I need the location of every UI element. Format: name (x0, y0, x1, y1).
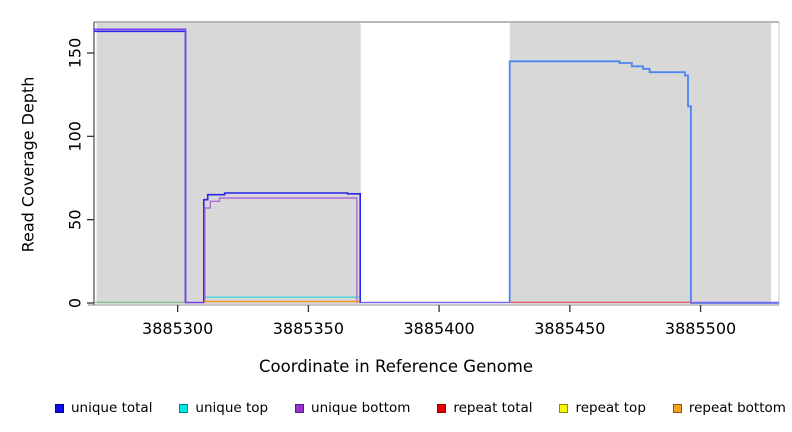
legend-label: repeat bottom (688, 400, 786, 416)
legend-label: repeat top (575, 400, 646, 416)
repeat-bottom-swatch-icon (672, 403, 682, 413)
x-tick-label: 3885350 (273, 319, 344, 338)
legend-label: unique bottom (311, 400, 411, 416)
x-axis-title: Coordinate in Reference Genome (258, 357, 534, 376)
x-tick-label: 3885450 (534, 319, 605, 338)
x-tick-label: 3885300 (142, 319, 213, 338)
legend-item-unique-top: unique top (179, 400, 268, 416)
coverage-line-unique-bottom (204, 197, 358, 303)
plot-legend: unique total unique top unique bottom re… (55, 398, 786, 418)
y-tick-label: 100 (66, 121, 85, 152)
legend-item-repeat-total: repeat total (437, 400, 533, 416)
coverage-line-unique-bottom (94, 28, 204, 304)
unique-bottom-swatch-icon (295, 403, 305, 413)
y-tick-label: 150 (66, 38, 85, 69)
unique-top-swatch-icon (179, 403, 189, 413)
legend-item-repeat-bottom: repeat bottom (672, 400, 786, 416)
legend-label: repeat total (453, 400, 533, 416)
legend-item-unique-total: unique total (55, 400, 152, 416)
x-tick-label: 3885400 (403, 319, 474, 338)
coverage-line-unique-total (508, 60, 779, 304)
legend-label: unique top (195, 400, 269, 416)
repeat-top-swatch-icon (559, 403, 569, 413)
repeat-total-swatch-icon (437, 403, 447, 413)
legend-item-unique-bottom: unique bottom (295, 400, 410, 416)
y-tick-label: 0 (66, 298, 85, 308)
y-axis-title: Read Coverage Depth (18, 76, 38, 253)
legend-item-repeat-top: repeat top (559, 400, 646, 416)
unique-total-swatch-icon (55, 403, 64, 413)
y-tick-label: 50 (66, 209, 85, 229)
shaded-region (509, 23, 772, 304)
shaded-region (96, 23, 361, 304)
coverage-line-unique-total (203, 192, 362, 303)
legend-label: unique total (71, 400, 153, 416)
x-tick-label: 3885500 (665, 319, 736, 338)
